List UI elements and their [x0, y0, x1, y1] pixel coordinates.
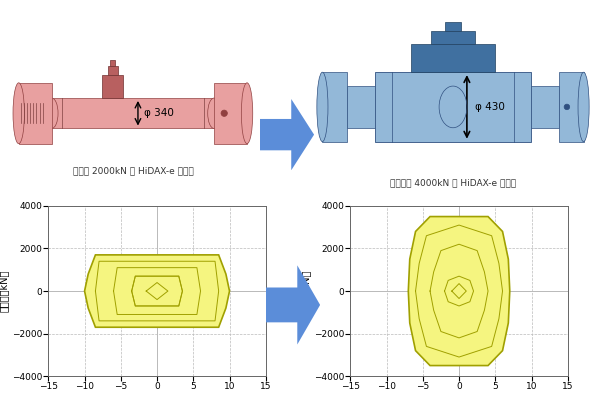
Polygon shape — [103, 75, 123, 98]
Polygon shape — [323, 72, 347, 142]
Text: φ 430: φ 430 — [475, 102, 505, 112]
Ellipse shape — [317, 72, 328, 142]
Text: 新開発の 4000kN 型 HiDAX-e の外形: 新開発の 4000kN 型 HiDAX-e の外形 — [390, 179, 516, 188]
Polygon shape — [19, 83, 52, 144]
Polygon shape — [85, 255, 230, 327]
Ellipse shape — [564, 104, 570, 110]
Ellipse shape — [578, 72, 589, 142]
Ellipse shape — [208, 98, 220, 128]
Polygon shape — [266, 265, 320, 345]
Ellipse shape — [221, 110, 227, 116]
Polygon shape — [559, 72, 583, 142]
Polygon shape — [52, 98, 214, 128]
Ellipse shape — [13, 83, 24, 144]
Polygon shape — [531, 86, 559, 128]
Polygon shape — [214, 83, 247, 144]
Polygon shape — [445, 22, 461, 30]
Polygon shape — [411, 44, 495, 72]
Polygon shape — [375, 72, 531, 142]
Y-axis label: 減襲力（kN）: 減襲力（kN） — [301, 270, 311, 312]
Y-axis label: 減襲力（kN）: 減襲力（kN） — [0, 270, 9, 312]
Polygon shape — [408, 217, 510, 366]
Ellipse shape — [242, 83, 252, 144]
Polygon shape — [431, 30, 475, 44]
Polygon shape — [347, 86, 375, 128]
Polygon shape — [110, 60, 115, 67]
Text: 従来の 2000kN 型 HiDAX-e の外形: 従来の 2000kN 型 HiDAX-e の外形 — [72, 166, 193, 175]
Polygon shape — [108, 67, 118, 75]
Text: φ 340: φ 340 — [144, 108, 174, 118]
Ellipse shape — [45, 98, 58, 128]
Polygon shape — [260, 99, 314, 170]
